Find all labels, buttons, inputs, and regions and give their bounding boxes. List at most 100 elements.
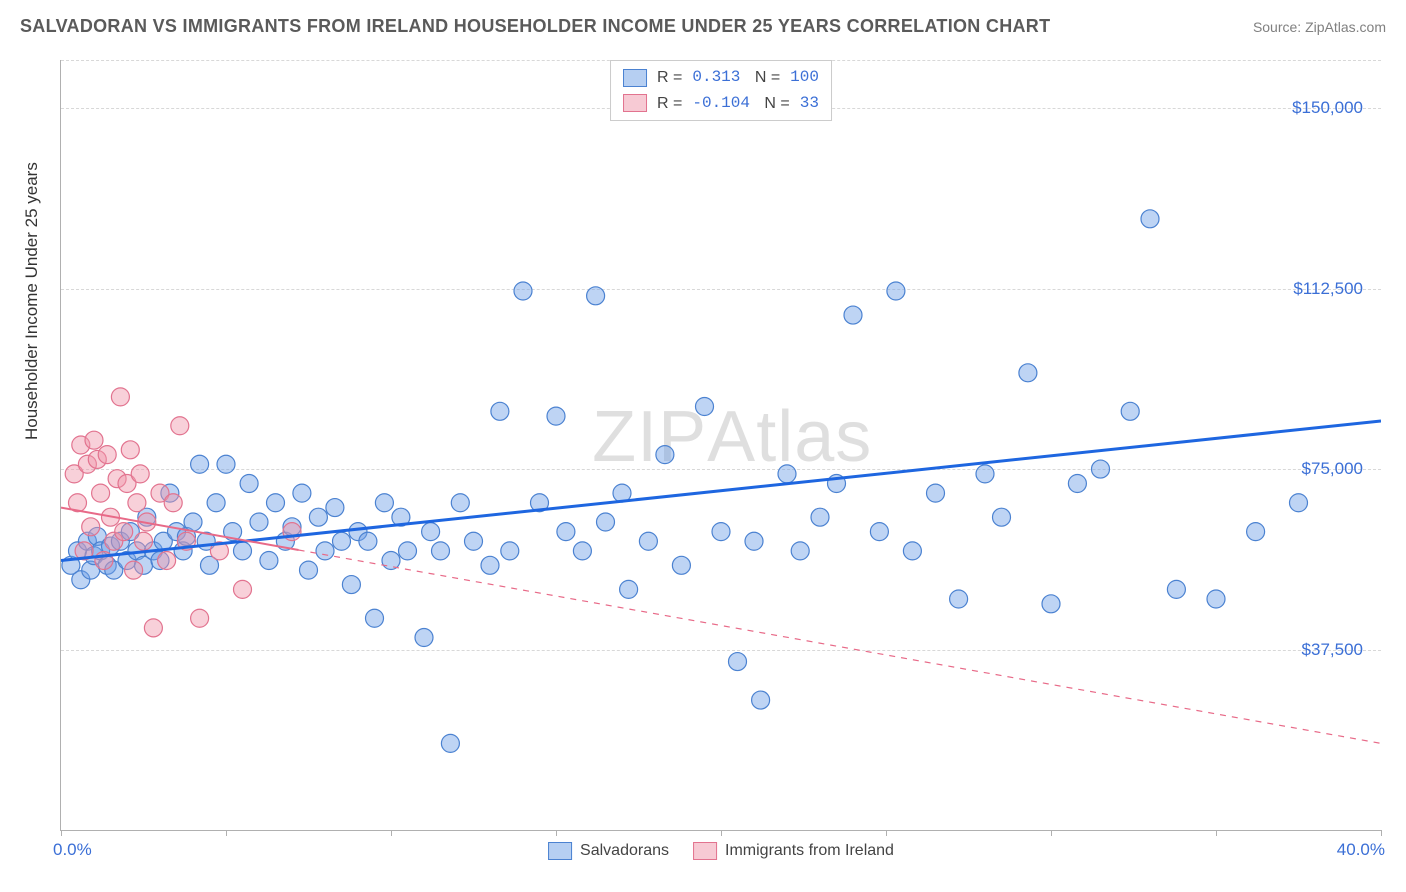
legend-label-1: Salvadorans [580,842,669,860]
data-point [415,629,433,647]
data-point [1121,402,1139,420]
legend-label-2: Immigrants from Ireland [725,842,894,860]
legend-item-ireland: Immigrants from Ireland [693,842,894,860]
data-point [557,523,575,541]
correlation-legend: R = 0.313 N = 100 R = -0.104 N = 33 [610,60,832,121]
chart-source: Source: ZipAtlas.com [1253,19,1386,35]
data-point [870,523,888,541]
legend-row-series2: R = -0.104 N = 33 [623,91,819,117]
n-value-2: 33 [800,91,819,117]
data-point [125,561,143,579]
legend-swatch-pink-icon [693,842,717,860]
data-point [234,542,252,560]
data-point [128,494,146,512]
data-point [887,282,905,300]
data-point [326,499,344,517]
legend-item-salvadorans: Salvadorans [548,842,669,860]
data-point [441,734,459,752]
trend-line-extrapolated [299,550,1381,743]
scatter-svg [61,60,1381,830]
data-point [85,431,103,449]
data-point [465,532,483,550]
data-point [573,542,591,560]
data-point [375,494,393,512]
data-point [164,494,182,512]
legend-swatch-blue [623,69,647,87]
n-label: N = [760,91,790,117]
data-point [745,532,763,550]
data-point [191,455,209,473]
data-point [240,475,258,493]
series-legend: Salvadorans Immigrants from Ireland [548,842,894,860]
n-label: N = [750,65,780,91]
data-point [1092,460,1110,478]
data-point [587,287,605,305]
data-point [514,282,532,300]
data-point [656,446,674,464]
x-tick [1051,830,1052,836]
r-value-1: 0.313 [692,65,740,91]
data-point [811,508,829,526]
data-point [171,417,189,435]
legend-swatch-pink [623,94,647,112]
data-point [234,580,252,598]
data-point [333,532,351,550]
x-tick [721,830,722,836]
data-point [293,484,311,502]
data-point [1042,595,1060,613]
data-point [359,532,377,550]
data-point [451,494,469,512]
data-point [1207,590,1225,608]
data-point [903,542,921,560]
data-point [696,398,714,416]
data-point [1068,475,1086,493]
data-point [366,609,384,627]
data-point [111,388,129,406]
data-point [207,494,225,512]
data-point [267,494,285,512]
data-point [927,484,945,502]
data-point [98,446,116,464]
chart-title: SALVADORAN VS IMMIGRANTS FROM IRELAND HO… [20,16,1050,37]
y-axis-title: Householder Income Under 25 years [22,162,42,440]
data-point [1247,523,1265,541]
data-point [1019,364,1037,382]
data-point [342,576,360,594]
data-point [1167,580,1185,598]
data-point [672,556,690,574]
data-point [121,441,139,459]
data-point [1141,210,1159,228]
data-point [481,556,499,574]
x-axis-min-label: 0.0% [53,840,92,860]
data-point [729,653,747,671]
data-point [993,508,1011,526]
data-point [639,532,657,550]
data-point [791,542,809,560]
data-point [131,465,149,483]
x-tick [556,830,557,836]
legend-swatch-blue-icon [548,842,572,860]
data-point [501,542,519,560]
r-label: R = [657,91,682,117]
data-point [92,484,110,502]
legend-row-series1: R = 0.313 N = 100 [623,65,819,91]
x-tick [886,830,887,836]
data-point [432,542,450,560]
x-tick [391,830,392,836]
data-point [144,619,162,637]
x-tick [61,830,62,836]
data-point [778,465,796,483]
r-value-2: -0.104 [692,91,750,117]
data-point [184,513,202,531]
data-point [250,513,268,531]
n-value-1: 100 [790,65,819,91]
data-point [191,609,209,627]
data-point [309,508,327,526]
data-point [1290,494,1308,512]
data-point [399,542,417,560]
data-point [382,552,400,570]
data-point [712,523,730,541]
data-point [316,542,334,560]
data-point [422,523,440,541]
x-tick [226,830,227,836]
